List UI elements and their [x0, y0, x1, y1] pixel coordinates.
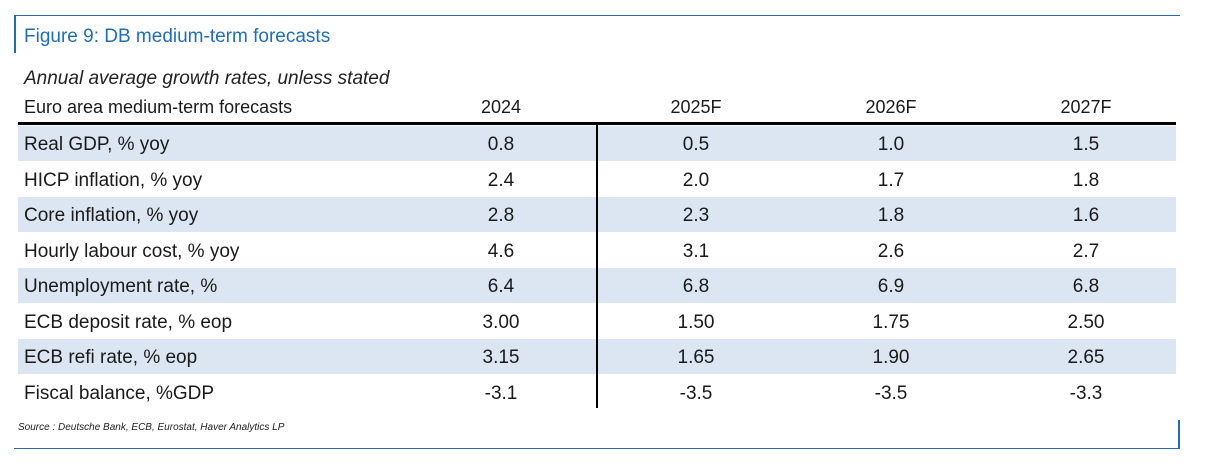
header-2026f: 2026F — [865, 97, 917, 117]
table-cell: 1.50 — [677, 311, 715, 333]
row-label: ECB refi rate, % eop — [24, 347, 198, 368]
table-cell: 2.0 — [682, 169, 710, 191]
table-cell: -3.3 — [1069, 382, 1103, 404]
frame-bottom-rule — [14, 448, 1180, 449]
table-cell: 2.65 — [1067, 347, 1105, 368]
table-cell: 1.8 — [877, 205, 905, 226]
table-cell: 1.6 — [1072, 205, 1100, 226]
table-row: Fiscal balance, %GDP -3.1 -3.5 -3.5 -3.3 — [18, 375, 1176, 410]
table-header-row: Euro area medium-term forecasts 2024 202… — [18, 91, 1176, 122]
table-cell: 1.0 — [877, 134, 905, 155]
row-label: Unemployment rate, % — [24, 276, 218, 297]
column-divider — [596, 125, 598, 408]
table-cell: 4.6 — [487, 240, 515, 262]
table-cell: -3.1 — [484, 382, 518, 404]
header-rule — [18, 122, 1176, 125]
row-label: Real GDP, % yoy — [24, 134, 170, 155]
row-label: ECB deposit rate, % eop — [24, 311, 233, 333]
table-cell: 1.65 — [677, 347, 715, 368]
table-cell: 6.4 — [487, 276, 515, 297]
table-cell: 0.8 — [487, 134, 515, 155]
table-cell: 1.90 — [872, 347, 910, 368]
table-cell: 2.8 — [487, 205, 515, 226]
header-2024: 2024 — [480, 97, 522, 117]
table-cell: 2.50 — [1067, 311, 1105, 333]
table-row: ECB deposit rate, % eop 3.00 1.50 1.75 2.50 — [18, 304, 1176, 339]
table-cell: 2.4 — [487, 169, 515, 191]
table-cell: -3.5 — [679, 382, 713, 404]
source-note: Source : Deutsche Bank, ECB, Eurostat, H… — [18, 422, 285, 433]
table-cell: 2.7 — [1072, 240, 1100, 262]
table-cell: 6.8 — [682, 276, 710, 297]
frame-left-rule — [14, 15, 16, 53]
table-cell: 1.7 — [877, 169, 905, 191]
header-label: Euro area medium-term forecasts — [24, 97, 293, 117]
row-label: Core inflation, % yoy — [24, 205, 199, 226]
table-cell: 3.1 — [682, 240, 710, 262]
table-row: Hourly labour cost, % yoy 4.6 3.1 2.6 2.7 — [18, 233, 1176, 268]
table-cell: 6.8 — [1072, 276, 1100, 297]
forecast-table: Euro area medium-term forecasts 2024 202… — [18, 91, 1176, 122]
table-cell: 2.6 — [877, 240, 905, 262]
row-label: HICP inflation, % yoy — [24, 169, 203, 191]
header-2025f: 2025F — [670, 97, 722, 117]
table-cell: 1.5 — [1072, 134, 1100, 155]
table-cell: 1.8 — [1072, 169, 1100, 191]
table-cell: -3.5 — [874, 382, 908, 404]
frame-top-rule — [14, 15, 1180, 16]
table-cell: 3.15 — [482, 347, 520, 368]
table-cell: 3.00 — [482, 311, 520, 333]
table-cell: 1.75 — [872, 311, 910, 333]
table-subtitle: Annual average growth rates, unless stat… — [24, 68, 390, 89]
table-cell: 2.3 — [682, 205, 710, 226]
row-label: Fiscal balance, %GDP — [24, 382, 215, 404]
table-row: HICP inflation, % yoy 2.4 2.0 1.7 1.8 — [18, 162, 1176, 197]
header-2027f: 2027F — [1060, 97, 1112, 117]
table-cell: 6.9 — [877, 276, 905, 297]
figure-title: Figure 9: DB medium-term forecasts — [24, 26, 331, 47]
table-cell: 0.5 — [682, 134, 710, 155]
frame-right-rule — [1178, 420, 1180, 449]
row-label: Hourly labour cost, % yoy — [24, 240, 240, 262]
